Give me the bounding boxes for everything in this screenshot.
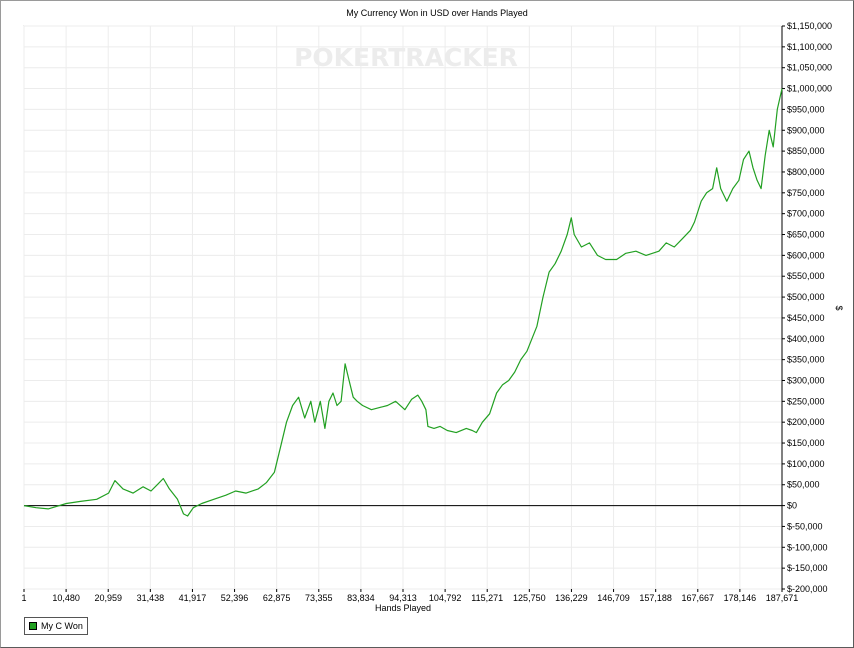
y-tick-label: $150,000	[787, 438, 825, 448]
x-tick-label: 73,355	[305, 593, 333, 603]
legend-label: My C Won	[41, 621, 83, 631]
chart-title: My Currency Won in USD over Hands Played	[346, 8, 527, 18]
y-tick-label: $450,000	[787, 313, 825, 323]
y-tick-label: $250,000	[787, 396, 825, 406]
y-tick-label: $1,000,000	[787, 84, 832, 94]
y-tick-label: $600,000	[787, 250, 825, 260]
y-tick-label: $550,000	[787, 271, 825, 281]
y-tick-label: $-200,000	[787, 584, 828, 594]
y-tick-label: $500,000	[787, 292, 825, 302]
y-tick-label: $-100,000	[787, 542, 828, 552]
x-tick-label: 125,750	[513, 593, 546, 603]
y-tick-label: $50,000	[787, 480, 820, 490]
x-tick-label: 157,188	[639, 593, 672, 603]
x-tick-label: 115,271	[471, 593, 503, 603]
x-tick-label: 136,229	[555, 593, 588, 603]
legend-swatch	[29, 622, 37, 630]
series-line-my-c-won	[23, 88, 783, 517]
x-axis-title: Hands Played	[375, 603, 431, 613]
legend: My C Won	[24, 617, 88, 635]
y-tick-label: $650,000	[787, 230, 825, 240]
x-tick-label: 41,917	[179, 593, 207, 603]
x-tick-label: 187,671	[766, 593, 799, 603]
x-axis: 1 10,480 20,959 31,438 41,917 52,396 62,875 73,…	[21, 589, 798, 603]
y-tick-label: $1,050,000	[787, 63, 832, 73]
watermark-logo: POKERTRACKER	[294, 43, 518, 72]
x-tick-label: 83,834	[347, 593, 375, 603]
x-tick-label: 167,667	[682, 593, 715, 603]
y-tick-label: $1,100,000	[787, 42, 832, 52]
x-tick-label: 10,480	[52, 593, 80, 603]
y-tick-label: $200,000	[787, 417, 825, 427]
y-tick-label: $300,000	[787, 375, 825, 385]
y-tick-label: $-50,000	[787, 521, 823, 531]
y-tick-label: $400,000	[787, 334, 825, 344]
y-tick-label: $0	[787, 501, 797, 511]
x-tick-label: 20,959	[94, 593, 122, 603]
y-axis: $-200,000 $-150,000 $-100,000 $-50,000 $0 $50…	[782, 21, 832, 594]
x-tick-label: 52,396	[221, 593, 249, 603]
y-tick-label: $700,000	[787, 209, 825, 219]
y-tick-label: $100,000	[787, 459, 825, 469]
x-tick-label: 31,438	[137, 593, 165, 603]
y-tick-label: $-150,000	[787, 563, 828, 573]
y-tick-label: $1,150,000	[787, 21, 832, 31]
x-tick-label: 94,313	[389, 593, 417, 603]
y-tick-label: $950,000	[787, 104, 825, 114]
y-tick-label: $750,000	[787, 188, 825, 198]
x-tick-label: 178,146	[724, 593, 757, 603]
x-tick-label: 146,709	[597, 593, 630, 603]
x-tick-label: 62,875	[263, 593, 291, 603]
gridlines	[23, 25, 783, 590]
y-tick-label: $900,000	[787, 125, 825, 135]
y-tick-label: $800,000	[787, 167, 825, 177]
x-tick-label: 104,792	[429, 593, 462, 603]
y-axis-title: $	[834, 305, 844, 310]
y-tick-label: $350,000	[787, 355, 825, 365]
x-tick-label: 1	[21, 593, 26, 603]
y-tick-label: $850,000	[787, 146, 825, 156]
